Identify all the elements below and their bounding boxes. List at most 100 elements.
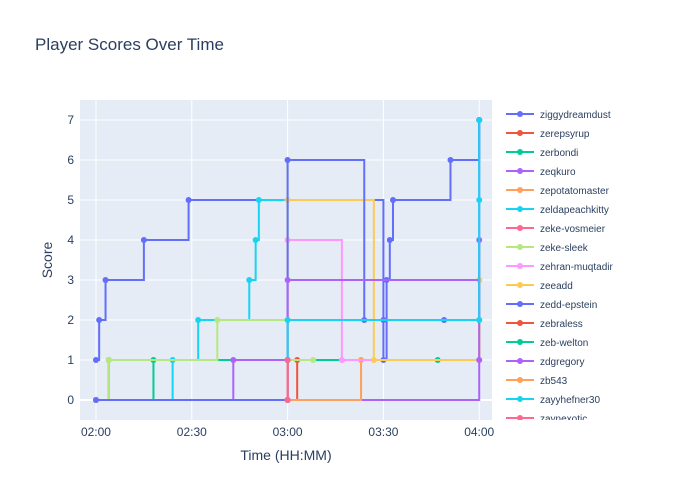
legend-item[interactable]: zebraless bbox=[506, 319, 583, 330]
legend-swatch-marker bbox=[517, 415, 523, 420]
data-point bbox=[370, 357, 377, 363]
data-point bbox=[476, 357, 483, 363]
legend-item[interactable]: zerepsyrup bbox=[506, 129, 590, 140]
data-point bbox=[140, 237, 147, 243]
x-axis-title: Time (HH:MM) bbox=[240, 447, 331, 463]
y-tick-label: 7 bbox=[67, 113, 74, 127]
y-tick-label: 6 bbox=[67, 153, 74, 167]
data-point bbox=[230, 357, 237, 363]
data-point bbox=[476, 317, 483, 323]
legend-swatch-marker bbox=[517, 358, 523, 364]
legend-item[interactable]: zeqkuro bbox=[506, 167, 576, 178]
legend-item[interactable]: zerbondi bbox=[506, 148, 578, 159]
y-tick-label: 4 bbox=[67, 233, 74, 247]
legend-item[interactable]: zaynexotic bbox=[506, 414, 587, 425]
x-tick-label: 02:30 bbox=[177, 425, 207, 439]
legend-label: zeqkuro bbox=[540, 167, 576, 178]
data-point bbox=[185, 197, 192, 203]
x-tick-label: 02:00 bbox=[81, 425, 111, 439]
data-point bbox=[310, 357, 317, 363]
y-axis-title: Score bbox=[39, 242, 55, 279]
legend-label: zdgregory bbox=[540, 357, 584, 368]
legend-swatch-marker bbox=[517, 282, 523, 288]
legend-label: ziggydreamdust bbox=[540, 110, 611, 121]
legend-label: zayyhefner30 bbox=[540, 395, 600, 406]
legend-label: zerepsyrup bbox=[540, 129, 590, 140]
legend-swatch-marker bbox=[517, 187, 523, 193]
data-point bbox=[92, 397, 99, 403]
legend-label: zb543 bbox=[540, 376, 568, 387]
legend-swatch-marker bbox=[517, 206, 523, 212]
data-point bbox=[476, 117, 483, 123]
data-point bbox=[255, 197, 262, 203]
legend-label: zebraless bbox=[540, 319, 583, 330]
legend[interactable]: ziggydreamdust zerepsyrup zerbondi zeqkuro z… bbox=[506, 110, 613, 425]
legend-label: zeke-sleek bbox=[540, 243, 589, 254]
data-point bbox=[246, 277, 253, 283]
legend-label: zedd-epstein bbox=[540, 300, 597, 311]
y-tick-label: 0 bbox=[67, 393, 74, 407]
legend-swatch-marker bbox=[517, 339, 523, 345]
legend-items: ziggydreamdust zerepsyrup zerbondi zeqkuro z… bbox=[506, 110, 613, 425]
legend-item[interactable]: zb543 bbox=[506, 376, 568, 387]
legend-label: zerbondi bbox=[540, 148, 578, 159]
series-layer bbox=[92, 117, 483, 403]
x-tick-label: 03:30 bbox=[368, 425, 398, 439]
legend-item[interactable]: zdgregory bbox=[506, 357, 584, 368]
data-point bbox=[476, 197, 483, 203]
legend-item[interactable]: zeeadd bbox=[506, 281, 573, 292]
data-point bbox=[284, 157, 291, 163]
plot-area bbox=[80, 100, 492, 420]
data-point bbox=[252, 237, 259, 243]
legend-swatch-marker bbox=[517, 149, 523, 155]
data-point bbox=[447, 157, 454, 163]
legend-item[interactable]: zeke-vosmeier bbox=[506, 224, 606, 235]
legend-swatch-marker bbox=[517, 244, 523, 250]
legend-swatch-marker bbox=[517, 320, 523, 326]
legend-swatch-marker bbox=[517, 225, 523, 231]
x-axis: 02:00 02:30 03:00 03:30 04:00 bbox=[81, 425, 495, 439]
data-point bbox=[195, 317, 202, 323]
legend-swatch-marker bbox=[517, 168, 523, 174]
data-point bbox=[338, 357, 345, 363]
y-tick-label: 5 bbox=[67, 193, 74, 207]
legend-swatch-marker bbox=[517, 396, 523, 402]
data-point bbox=[284, 317, 291, 323]
y-tick-label: 1 bbox=[67, 353, 74, 367]
y-tick-label: 3 bbox=[67, 273, 74, 287]
legend-label: zeke-vosmeier bbox=[540, 224, 606, 235]
data-point bbox=[102, 277, 109, 283]
legend-item[interactable]: zayyhefner30 bbox=[506, 395, 600, 406]
data-point bbox=[284, 397, 291, 403]
data-point bbox=[105, 357, 112, 363]
legend-swatch-marker bbox=[517, 377, 523, 383]
legend-item[interactable]: zedd-epstein bbox=[506, 300, 597, 311]
legend-swatch-marker bbox=[517, 130, 523, 136]
data-point bbox=[386, 237, 393, 243]
legend-label: zaynexotic bbox=[540, 414, 587, 425]
data-point bbox=[284, 357, 291, 363]
legend-item[interactable]: zeke-sleek bbox=[506, 243, 589, 254]
legend-swatch-marker bbox=[517, 301, 523, 307]
y-axis: 0 1 2 3 4 5 6 7 bbox=[67, 113, 74, 407]
data-point bbox=[96, 317, 103, 323]
legend-item[interactable]: zehran-muqtadir bbox=[506, 262, 613, 273]
y-tick-label: 2 bbox=[67, 313, 74, 327]
chart-title: Player Scores Over Time bbox=[35, 35, 224, 54]
data-point bbox=[214, 317, 221, 323]
legend-label: zepotatomaster bbox=[540, 186, 610, 197]
data-point bbox=[284, 277, 291, 283]
series-zaynexotic bbox=[284, 357, 291, 403]
legend-label: zeeadd bbox=[540, 281, 573, 292]
legend-item[interactable]: zeldapeachkitty bbox=[506, 205, 609, 216]
legend-label: zehran-muqtadir bbox=[540, 262, 613, 273]
legend-item[interactable]: zeb-welton bbox=[506, 338, 588, 349]
legend-label: zeldapeachkitty bbox=[540, 205, 609, 216]
legend-item[interactable]: zepotatomaster bbox=[506, 186, 610, 197]
legend-item[interactable]: ziggydreamdust bbox=[506, 110, 611, 121]
x-tick-label: 03:00 bbox=[273, 425, 303, 439]
legend-swatch-marker bbox=[517, 111, 523, 117]
legend-label: zeb-welton bbox=[540, 338, 588, 349]
data-point bbox=[92, 357, 99, 363]
